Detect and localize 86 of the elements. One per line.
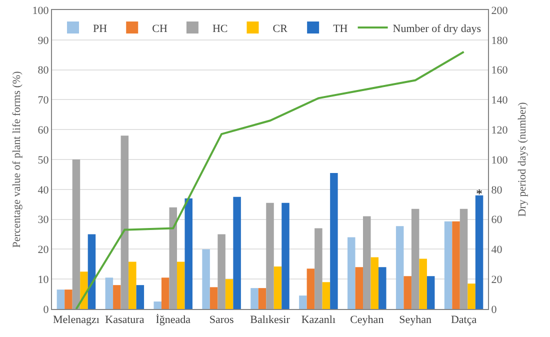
x-tick-label: Kasatura [105,314,144,326]
x-tick-label: Ceyhan [350,314,384,326]
y2-tick-label: 20 [491,274,503,286]
bar [161,278,170,309]
x-tick-label: Melenagzı [53,314,100,326]
y-tick-label: 30 [38,214,50,226]
legend-label: Number of dry days [392,22,482,35]
bar [72,160,80,309]
bar [306,268,315,309]
bar [330,172,338,309]
y2-tick-label: 200 [491,4,508,17]
annotation: * [476,186,482,201]
bar [274,266,282,309]
legend-label: PH [93,22,108,35]
y2-tick-label: 120 [491,124,508,136]
bar [210,287,218,309]
bar [282,202,290,309]
legend-label: TH [333,22,348,35]
bar [299,296,307,309]
legend-label: CR [272,22,288,35]
y2-tick-label: 160 [491,64,508,77]
bar [258,288,266,309]
y-tick-label: 0 [43,304,50,316]
bar [169,207,177,309]
bar [56,290,65,309]
bar [370,257,379,309]
bar [314,228,322,309]
bar [233,196,241,309]
y-tick-label: 40 [38,184,50,196]
y2-tick-label: 80 [491,184,503,196]
bar [475,195,484,309]
bar [444,221,452,309]
bar [411,208,420,309]
line-series [75,50,465,309]
y-tick-label: 20 [38,244,50,256]
bar [184,198,192,309]
bar [113,285,121,309]
y2-tick-label: 0 [491,304,498,316]
bar [88,234,96,309]
bar [355,267,364,309]
y-tick-label: 80 [38,64,50,77]
bar [120,136,129,309]
legend-label: CH [152,22,168,35]
y-tick-label: 10 [38,274,50,286]
bar [64,290,72,309]
y-tick-label: 90 [38,34,50,47]
y2-tick-label: 100 [491,154,508,166]
x-tick-label: Seyhan [399,314,432,326]
x-tick-label: Saros [209,314,234,326]
bar [396,226,404,309]
bar [202,249,210,309]
bar [452,221,460,309]
bar [176,262,185,309]
x-tick-label: İğneada [156,313,191,326]
bar [426,276,435,309]
y2-tick-label: 40 [491,244,503,256]
bar [128,262,136,309]
bar [468,284,476,309]
bar [419,258,427,309]
x-tick-label: Balıkesir [250,314,290,326]
bar [322,282,330,309]
y2-tick-label: 180 [491,34,508,47]
y2-tick-label: 140 [491,94,508,107]
legend-label: HC [212,22,228,35]
bar [266,202,274,309]
bar [136,285,144,309]
bar [348,237,356,309]
y2-axis-title: Dry period days (number) [516,102,528,217]
bar [80,272,88,309]
bar [154,302,162,309]
x-tick-label: Kazanlı [301,314,336,326]
y-tick-label: 70 [38,94,50,107]
y-tick-label: 60 [38,124,50,136]
y2-tick-label: 60 [491,214,503,226]
bar [460,208,468,309]
bar [105,278,114,309]
bar [363,216,371,309]
bar [378,267,386,309]
y-axis-title: Percentage value of plant life forms (%) [11,70,23,248]
y-tick-label: 100 [32,4,50,17]
bar [250,288,258,309]
bar [404,276,412,309]
x-tick-label: Datça [450,314,477,326]
bar [225,279,234,309]
y-tick-label: 50 [38,154,50,166]
bar [218,234,226,309]
